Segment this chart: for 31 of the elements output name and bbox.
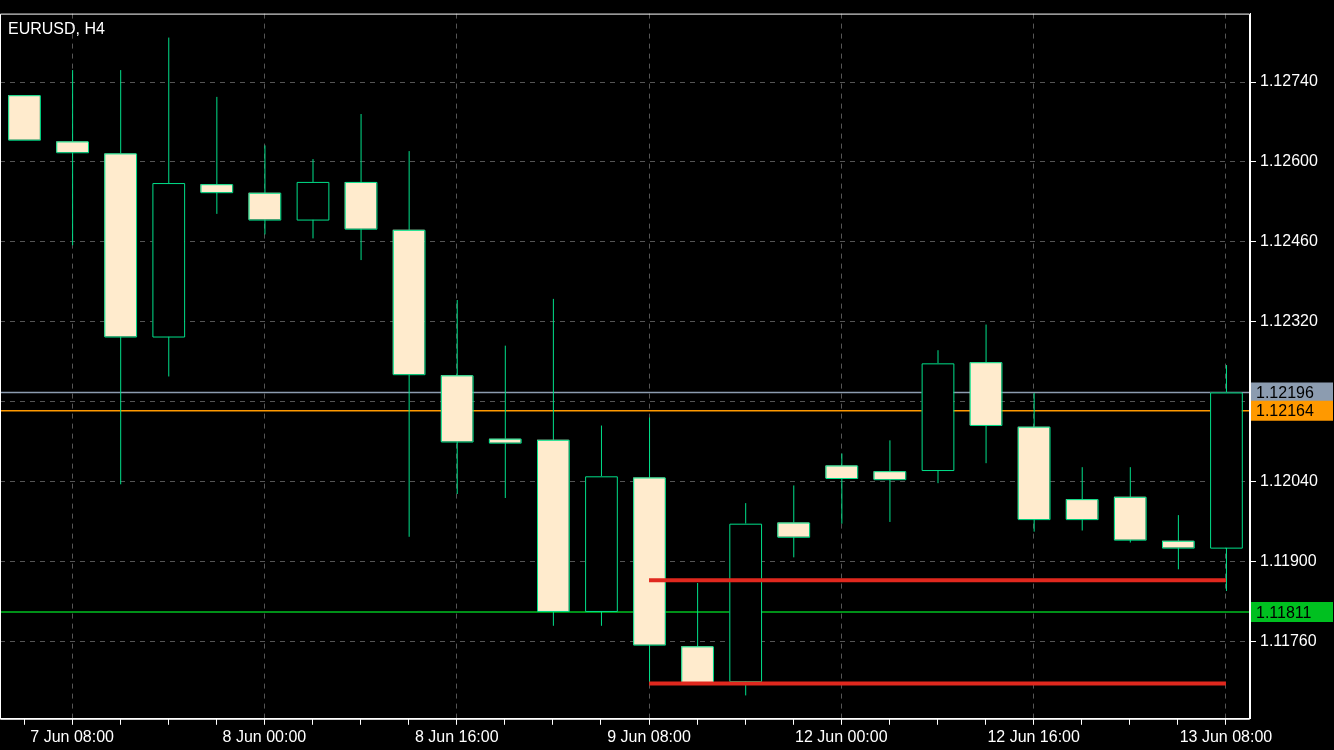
- y-tick-label: 1.12320: [1260, 312, 1318, 330]
- x-tick-label: 8 Jun 16:00: [414, 727, 499, 745]
- candlestick: [152, 37, 186, 377]
- y-tick-label: 1.11760: [1260, 631, 1317, 649]
- y-tick-label: 1.12460: [1260, 232, 1318, 250]
- x-tick-label: 9 Jun 08:00: [607, 727, 691, 745]
- candlestick: [921, 349, 955, 484]
- x-tick-label: 7 Jun 08:00: [30, 727, 115, 745]
- x-tick-label: 13 Jun 08:00: [1179, 727, 1273, 745]
- x-tick-label: 12 Jun 00:00: [795, 727, 888, 745]
- y-tick-label: 1.12040: [1260, 471, 1318, 489]
- candlestick: [1065, 466, 1099, 532]
- candlestick: [585, 425, 618, 627]
- candlestick: [969, 324, 1003, 464]
- x-tick-label: 8 Jun 00:00: [222, 727, 307, 745]
- chart-title: EURUSD, H4: [8, 20, 106, 38]
- candlestick: [104, 69, 138, 485]
- ref-line-label: 1.11811: [1256, 603, 1312, 621]
- y-tick-label: 1.12740: [1260, 72, 1318, 90]
- candlestick: [344, 113, 378, 261]
- y-tick-label: 1.11900: [1260, 551, 1317, 569]
- candlestick: [537, 298, 570, 627]
- ref-line-label: 1.12164: [1256, 402, 1314, 420]
- candlestick: [1017, 392, 1051, 533]
- candlestick: [392, 150, 426, 538]
- ref-line-label: 1.12196: [1256, 383, 1314, 401]
- candlestick: [296, 158, 330, 239]
- y-tick-label: 1.12600: [1260, 152, 1318, 170]
- x-tick-label: 12 Jun 16:00: [987, 727, 1081, 745]
- candlestick: [440, 299, 474, 495]
- candlestick: [1210, 364, 1243, 592]
